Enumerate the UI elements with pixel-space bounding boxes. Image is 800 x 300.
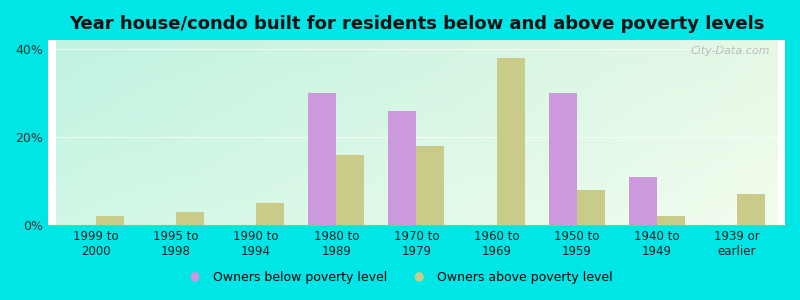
Bar	[96, 216, 124, 225]
Bar	[336, 155, 364, 225]
Legend: Owners below poverty level, Owners above poverty level: Owners below poverty level, Owners above…	[182, 265, 618, 291]
Bar	[308, 93, 336, 225]
Bar	[629, 177, 657, 225]
Bar	[497, 58, 525, 225]
Title: Year house/condo built for residents below and above poverty levels: Year house/condo built for residents bel…	[69, 15, 764, 33]
Bar	[416, 146, 445, 225]
Bar	[549, 93, 577, 225]
Bar	[176, 212, 204, 225]
Bar	[737, 194, 765, 225]
Bar	[256, 203, 284, 225]
Bar	[388, 111, 416, 225]
Text: City-Data.com: City-Data.com	[690, 46, 770, 56]
Bar	[657, 216, 685, 225]
Bar	[577, 190, 605, 225]
